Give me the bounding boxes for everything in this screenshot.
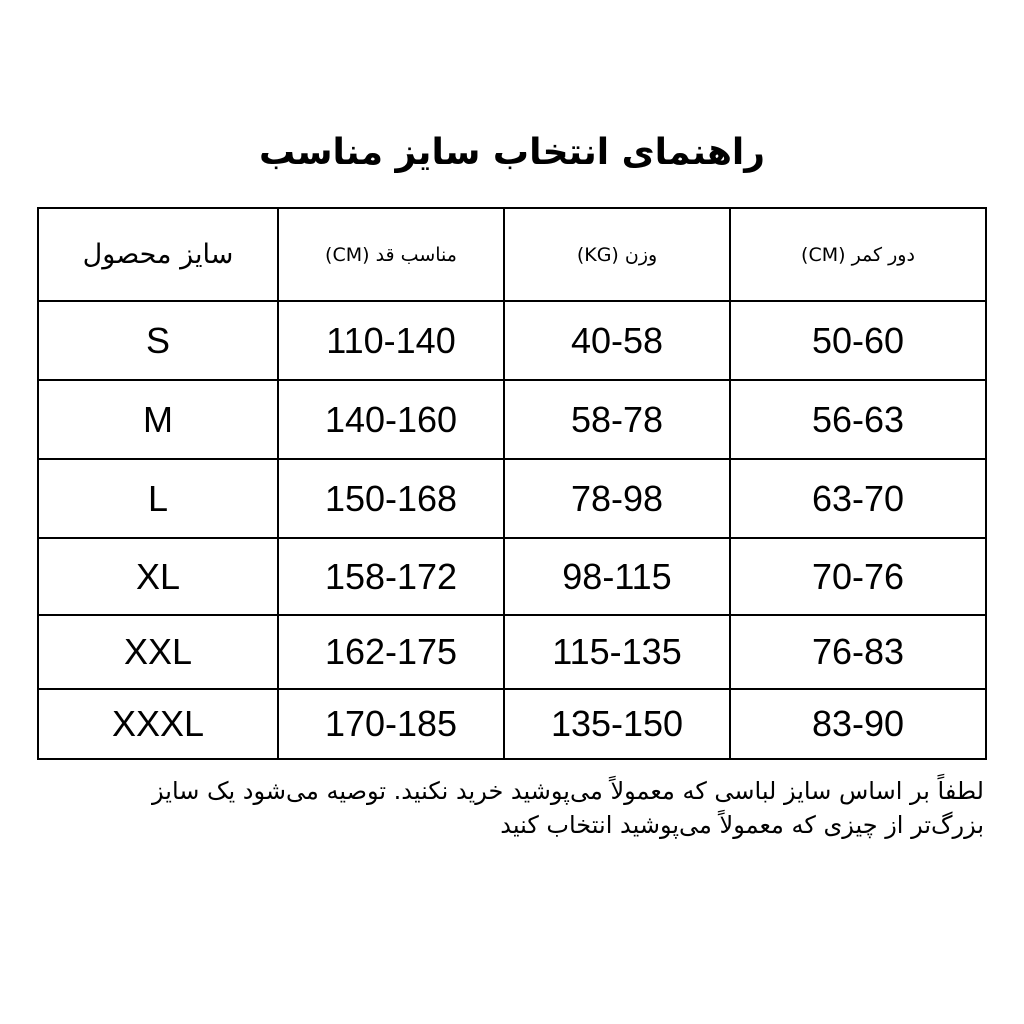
table-row: XL 158-172 98-115 70-76 — [37, 537, 987, 616]
cell-size: M — [37, 379, 279, 460]
cell-height: 170-185 — [277, 688, 505, 760]
header-weight: وزن (KG) — [503, 207, 731, 302]
cell-weight: 78-98 — [503, 458, 731, 539]
header-height: مناسب قد (CM) — [277, 207, 505, 302]
cell-height: 158-172 — [277, 537, 505, 616]
cell-height: 162-175 — [277, 614, 505, 690]
table-row: S 110-140 40-58 50-60 — [37, 300, 987, 381]
cell-weight: 40-58 — [503, 300, 731, 381]
header-row: سایز محصول مناسب قد (CM) وزن (KG) دور کم… — [37, 207, 987, 302]
cell-waist: 76-83 — [729, 614, 987, 690]
cell-waist: 83-90 — [729, 688, 987, 760]
cell-height: 110-140 — [277, 300, 505, 381]
header-size: سایز محصول — [37, 207, 279, 302]
cell-weight: 135-150 — [503, 688, 731, 760]
cell-weight: 98-115 — [503, 537, 731, 616]
cell-waist: 50-60 — [729, 300, 987, 381]
cell-waist: 56-63 — [729, 379, 987, 460]
table-row: XXL 162-175 115-135 76-83 — [37, 614, 987, 690]
cell-size: XXL — [37, 614, 279, 690]
cell-height: 150-168 — [277, 458, 505, 539]
cell-size: XXXL — [37, 688, 279, 760]
cell-waist: 70-76 — [729, 537, 987, 616]
page-title: راهنمای انتخاب سایز مناسب — [258, 132, 765, 173]
cell-weight: 115-135 — [503, 614, 731, 690]
table-row: XXXL 170-185 135-150 83-90 — [37, 688, 987, 760]
cell-waist: 63-70 — [729, 458, 987, 539]
cell-weight: 58-78 — [503, 379, 731, 460]
cell-size: XL — [37, 537, 279, 616]
size-advice-note: لطفاً بر اساس سایز لباسی که معمولاً می‌پ… — [152, 777, 984, 839]
size-table: سایز محصول مناسب قد (CM) وزن (KG) دور کم… — [37, 207, 987, 760]
header-waist: دور کمر (CM) — [729, 207, 987, 302]
cell-size: S — [37, 300, 279, 381]
table-row: L 150-168 78-98 63-70 — [37, 458, 987, 539]
cell-height: 140-160 — [277, 379, 505, 460]
cell-size: L — [37, 458, 279, 539]
table-row: M 140-160 58-78 56-63 — [37, 379, 987, 460]
